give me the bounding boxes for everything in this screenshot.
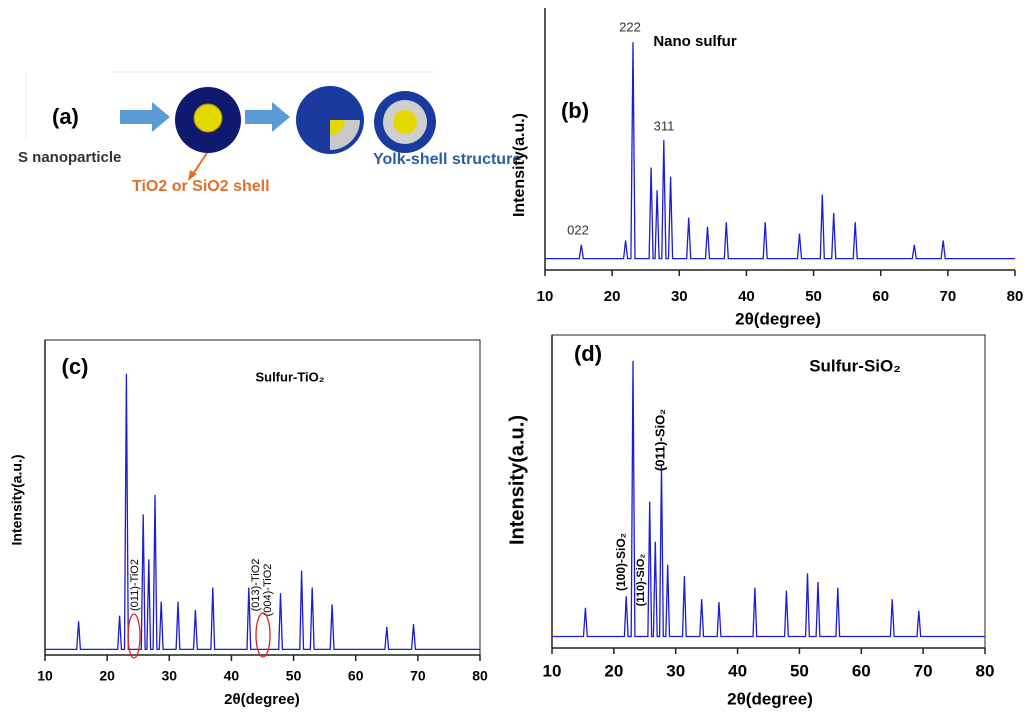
xrd-pattern [552,360,985,638]
x-axis-label: 2θ(degree) [735,309,821,328]
x-axis-label: 2θ(degree) [224,691,300,708]
panel-label: (d) [574,341,602,366]
peak-annotation: (011)-SiO₂ [652,409,667,471]
x-tick-label: 10 [37,668,53,684]
peak-annotation: (011)-TiO2 [129,559,141,611]
yolk [393,110,417,134]
x-tick-label: 70 [410,668,426,684]
chart-panel: 10 20 30 40 50 60 70 80 2θ(degree) Intensity(a.u.… [511,8,1023,328]
x-axis-label: 2θ(degree) [727,689,813,708]
peak-annotation: (110)-SiO₂ [635,554,647,607]
chart-panel: 10 20 30 40 50 60 70 80 2θ(degree) Intensity(a.u.… [9,339,488,708]
x-tick-label: 60 [348,668,364,684]
sulfur-core [193,103,223,133]
x-tick-label: 20 [99,668,115,684]
plot-frame [551,334,986,649]
x-tick-label: 80 [1007,288,1024,305]
peak-annotation: (013)-TiO2 [250,559,262,612]
pointer-head [188,170,197,181]
x-tick-label: 80 [472,668,488,684]
peak-annotation: 222 [619,19,641,34]
x-tick-label: 30 [161,668,177,684]
highlight-ellipse [127,613,141,659]
caption: S nanoparticle [18,149,121,166]
peak-annotation: 022 [567,222,589,237]
x-tick-label: 60 [872,288,889,305]
x-tick-label: 20 [604,288,621,305]
x-tick-label: 50 [286,668,302,684]
chart-title: Sulfur-SiO₂ [809,356,901,375]
chart-title: Sulfur-TiO₂ [255,369,324,384]
x-tick-label: 40 [738,288,755,305]
x-tick-label: 50 [790,661,809,680]
peak-annotation: (100)-SiO₂ [614,533,628,591]
x-tick-label: 70 [940,288,957,305]
x-tick-label: 40 [224,668,240,684]
y-axis-label: Intensity(a.u.) [506,415,528,545]
peak-annotation: (004)-TiO2 [262,564,274,617]
highlight-ellipse [255,612,271,658]
x-tick-label: 10 [537,288,554,305]
x-tick-label: 30 [666,661,685,680]
y-axis-label: Intensity(a.u.) [9,454,25,545]
x-tick-label: 40 [728,661,747,680]
x-tick-label: 30 [671,288,688,305]
x-tick-label: 80 [976,661,995,680]
panel-label: (c) [62,354,89,379]
xrd-pattern [45,373,480,651]
cutaway-core [330,120,345,135]
chart-title: Nano sulfur [653,33,736,50]
arrow [245,102,290,132]
x-tick-label: 50 [805,288,822,305]
x-tick-label: 20 [604,661,623,680]
x-tick-label: 60 [852,661,871,680]
caption: Yolk-shell structure [373,151,521,168]
x-tick-label: 70 [914,661,933,680]
panel-label: (b) [561,98,589,123]
arrow [120,102,170,132]
peak-annotation: 311 [654,118,675,133]
chart-panel: 10 20 30 40 50 60 70 80 2θ(degree) Intensity(a.u.… [506,334,995,708]
pointer [192,152,208,175]
x-tick-label: 10 [543,661,562,680]
panel-label: (a) [52,104,79,129]
caption: TiO2 or SiO2 shell [132,178,270,195]
xrd-pattern [545,42,1015,260]
panel-a: (a) S nanoparticle TiO2 or SiO2 shell Yo… [18,71,521,195]
y-axis-label: Intensity(a.u.) [511,113,528,217]
